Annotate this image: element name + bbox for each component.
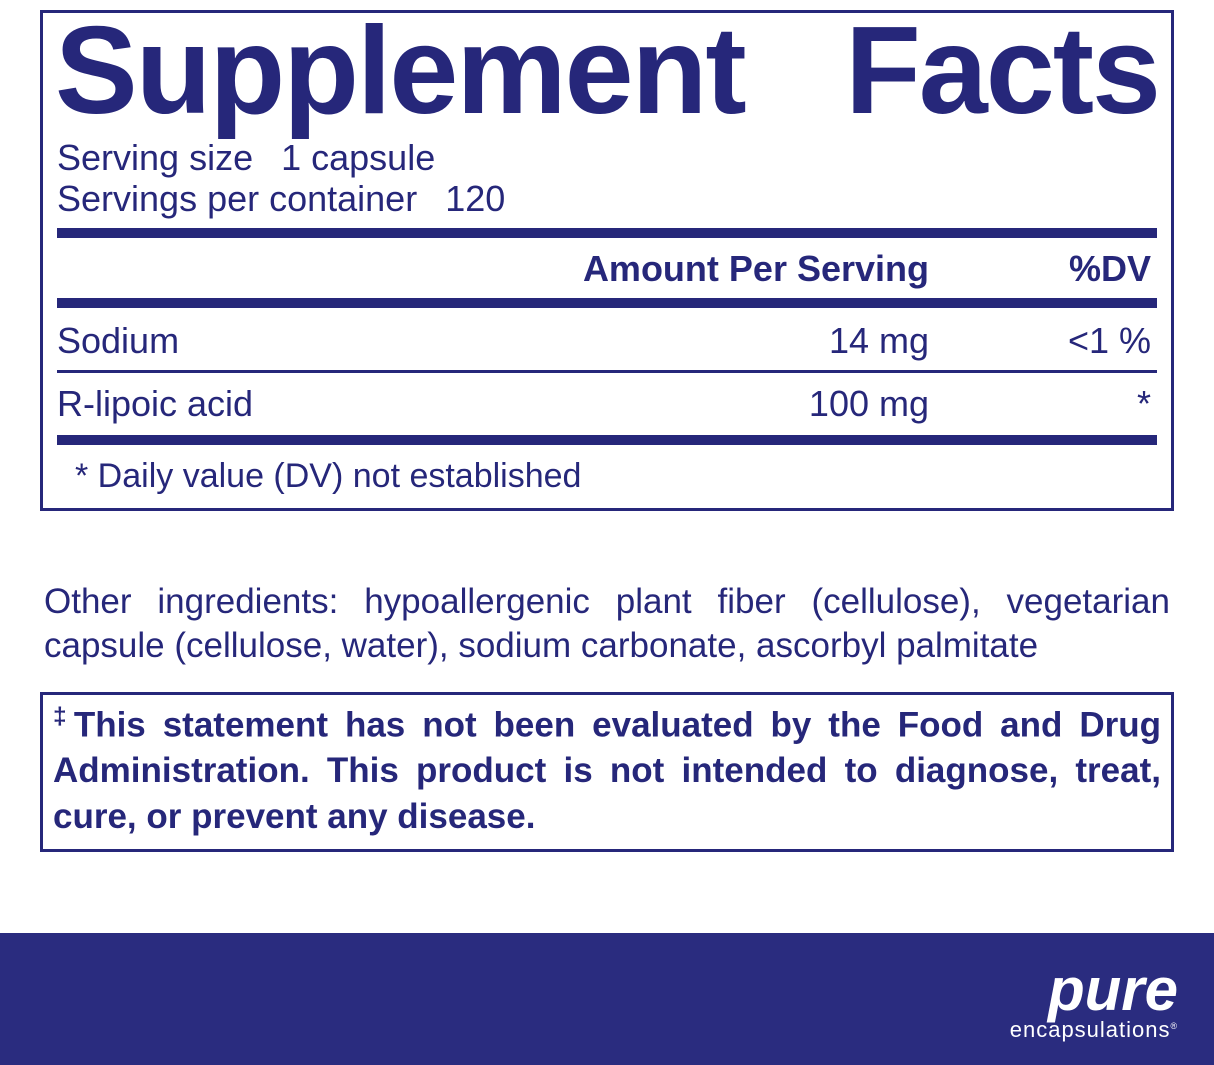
table-row: Sodium 14 mg <1 % [57,314,1157,366]
row-dv: <1 % [959,320,1157,362]
serving-size-label: Serving size [57,137,253,178]
other-ingredients-label: Other ingredients: [44,582,338,621]
row-dv: * [959,383,1157,425]
header-dv: %DV [959,248,1157,290]
row-name: R-lipoic acid [57,383,541,425]
servings-per-container-value: 120 [445,178,505,219]
disclaimer-text: This statement has not been evaluated by… [53,706,1161,836]
serving-size-value: 1 capsule [281,137,435,178]
title-word-1: Supplement [55,13,745,131]
other-ingredients: Other ingredients: hypoallergenic plant … [40,580,1174,668]
rule-thick-2 [57,298,1157,308]
fda-disclaimer: ‡This statement has not been evaluated b… [40,692,1174,852]
servings-per-container-line: Servings per container 120 [57,178,1157,219]
table-header-row: Amount Per Serving %DV [57,244,1157,292]
brand-logo: pure encapsulations® [1010,964,1178,1043]
panel-title: Supplement Facts [55,13,1159,131]
header-spacer [57,248,541,290]
header-amount: Amount Per Serving [541,248,959,290]
row-name: Sodium [57,320,541,362]
row-amount: 14 mg [541,320,959,362]
serving-info: Serving size 1 capsule Servings per cont… [57,137,1157,220]
title-word-2: Facts [845,13,1159,131]
brand-sub-text: encapsulations [1010,1017,1171,1042]
brand-bar: pure encapsulations® [0,933,1214,1065]
rule-thick-3 [57,435,1157,445]
brand-sub: encapsulations® [1010,1017,1178,1043]
dv-footnote: * Daily value (DV) not established [57,451,1157,498]
servings-per-container-label: Servings per container [57,178,417,219]
rule-thick-1 [57,228,1157,238]
brand-main-text: pure [1048,956,1178,1023]
supplement-facts-panel: Supplement Facts Serving size 1 capsule … [40,10,1174,511]
rule-thin-1 [57,370,1157,373]
serving-size-line: Serving size 1 capsule [57,137,1157,178]
row-amount: 100 mg [541,383,959,425]
brand-main: pure [1010,964,1178,1015]
registered-mark: ® [1171,1021,1178,1031]
table-row: R-lipoic acid 100 mg * [57,377,1157,429]
disclaimer-dagger: ‡ [53,703,74,730]
